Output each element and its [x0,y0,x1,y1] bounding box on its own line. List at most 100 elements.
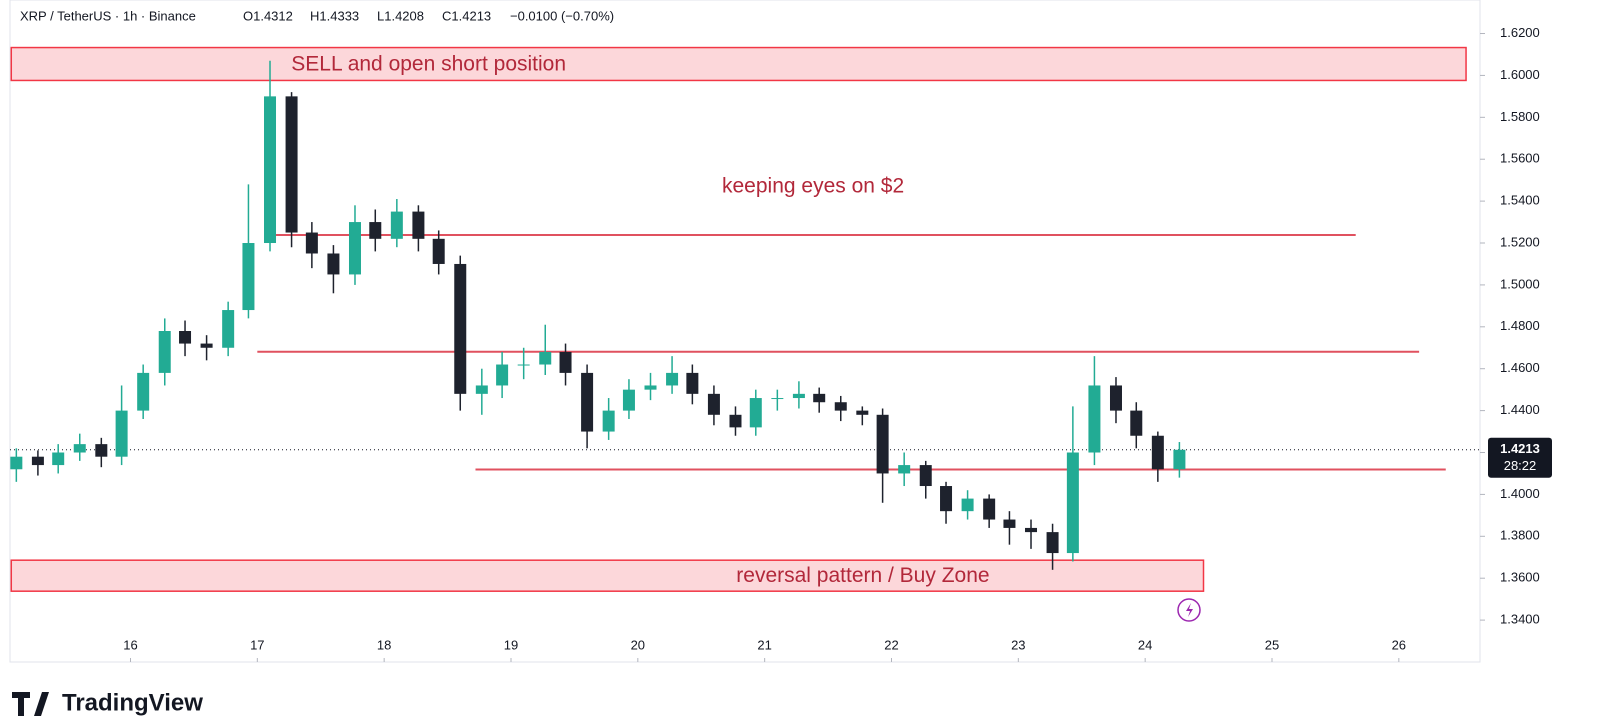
candle-body [454,263,467,394]
candle-body [264,96,277,244]
y-tick-label: 1.3800 [1500,528,1540,543]
icon-bolt [1186,603,1193,617]
plot-frame [9,0,1481,663]
candle-body [115,410,128,457]
candle-body [1046,532,1059,554]
x-tick-label: 24 [1138,637,1152,652]
symbol: XRP / TetherUS · 1h · Binance [20,8,196,23]
brand: TradingView [62,689,203,716]
logo-mark [12,692,49,716]
zone [10,46,1467,82]
candle-body [1066,452,1079,554]
candle-body [940,486,953,512]
candle-body [327,253,340,275]
candle-body [983,498,996,520]
y-tick-label: 1.5400 [1500,193,1540,208]
candle-body [644,385,657,390]
candle-body [412,211,425,239]
candle-body [1151,435,1164,470]
candle-body [1088,385,1101,453]
x-tick-label: 19 [504,637,518,652]
x-tick-label: 25 [1265,637,1279,652]
candle-body [834,402,847,411]
x-tick-label: 23 [1011,637,1025,652]
x-tick-label: 26 [1392,637,1406,652]
y-tick-label: 1.6200 [1500,25,1540,40]
candle-body [559,351,572,373]
candle-body [369,222,382,239]
candle-body [876,414,889,474]
candle-body [31,456,44,466]
candle-body [622,389,635,411]
y-tick-label: 1.4600 [1500,360,1540,375]
candle-body [305,232,318,254]
candle-body [496,364,509,386]
candle-body [686,372,699,394]
y-tick-label: 1.6000 [1500,67,1540,82]
candle-body [666,372,679,386]
y-tick-label: 1.4800 [1500,318,1540,333]
candle-body [517,364,530,366]
countdown: 28:22 [1504,458,1537,473]
candle-body [242,243,255,311]
candle-body [390,211,403,239]
candle-body [961,498,974,512]
candle-body [813,393,826,403]
y-tick-label: 1.4400 [1500,402,1540,417]
candle-body [1130,410,1143,436]
ohlc-close: C1.4213 [442,8,491,23]
candle-body [179,331,192,344]
y-tick-label: 1.5000 [1500,276,1540,291]
x-tick-label: 16 [123,637,137,652]
y-tick-label: 1.4000 [1500,486,1540,501]
candle-body [581,372,594,432]
candle-body [771,398,784,400]
candle-body [137,372,150,411]
candle-body [285,96,298,233]
y-tick-label: 1.5200 [1500,234,1540,249]
annotation: keeping eyes on $2 [722,175,904,198]
zone-label: reversal pattern / Buy Zone [736,564,989,587]
candle-body [158,331,171,373]
ohlc-low: L1.4208 [377,8,424,23]
candle-body [1109,385,1122,411]
candle-body [856,410,869,415]
change: −0.0100 (−0.70%) [510,8,614,23]
alert-icon [1177,598,1201,622]
x-tick-label: 20 [631,637,645,652]
x-tick-label: 18 [377,637,391,652]
y-tick-label: 1.3400 [1500,612,1540,627]
last-price-label: 1.4213 [1500,441,1540,456]
candle-body [792,393,805,399]
header: XRP / TetherUS · 1h · Binance O1.4312 H1… [20,8,614,23]
zone-label: SELL and open short position [291,53,566,76]
brand-logo: TradingView [12,689,203,716]
candle-body [348,222,361,275]
candle-body [95,444,108,457]
candle-body [539,351,552,365]
candle-body [222,310,235,348]
candle-body [1003,519,1016,528]
candle-body [749,398,762,428]
candle-body [52,452,65,466]
candle-body [475,385,488,394]
x-tick-label: 21 [757,637,771,652]
candle-body [10,456,23,470]
zone [10,559,1205,592]
ohlc-open: O1.4312 [243,8,293,23]
candle-body [898,465,911,474]
y-tick-label: 1.3600 [1500,570,1540,585]
candle-body [1025,527,1038,533]
y-tick-label: 1.5800 [1500,109,1540,124]
ohlc-high: H1.4333 [310,8,359,23]
candle-body [200,343,213,348]
last-price-tag [1488,437,1552,478]
candle-body [602,410,615,432]
candle-body [707,393,720,415]
candle-body [73,444,86,453]
candle-body [729,414,742,428]
y-tick-label: 1.5600 [1500,151,1540,166]
candle-body [432,238,445,264]
x-tick-label: 17 [250,637,264,652]
